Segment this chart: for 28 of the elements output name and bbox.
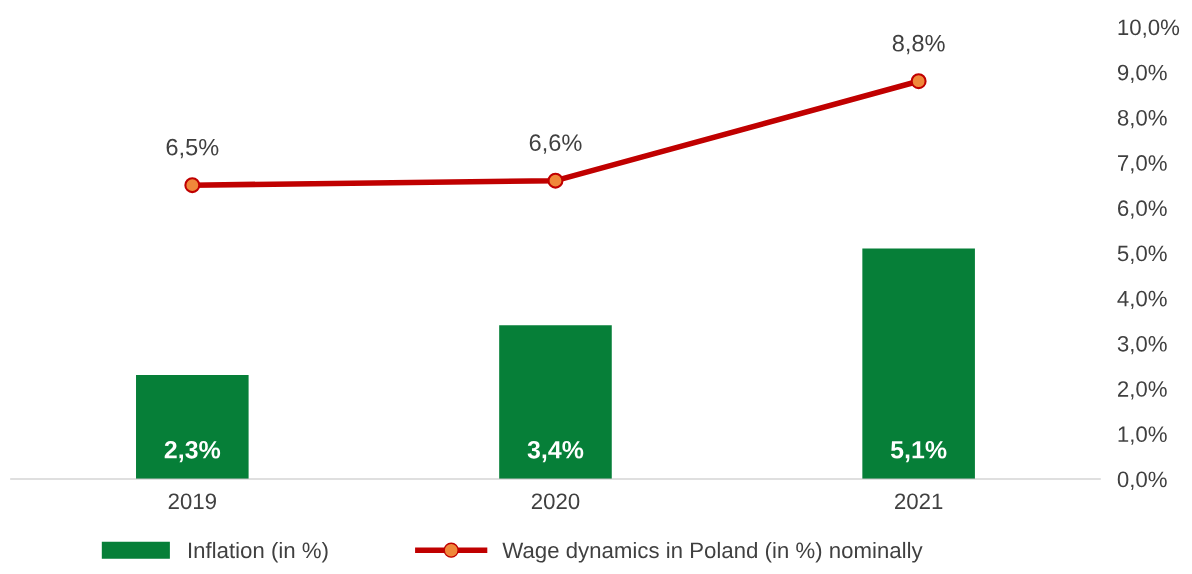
point [910, 73, 927, 90]
y-tick-label: 0,0% [1117, 471, 1167, 490]
y-tick-label: 7,0% [1118, 155, 1167, 174]
x-tick-label: 2020 [531, 493, 580, 510]
data-label: 6,5% [166, 138, 219, 159]
bar [136, 375, 249, 479]
x-tick-label: 2019 [168, 493, 216, 510]
legend-label: Inflation (in %) [189, 541, 328, 563]
bar [499, 325, 612, 479]
data-label: 8,8% [892, 34, 945, 55]
y-tick-label: 3,0% [1117, 335, 1167, 355]
data-label: 5,1% [890, 440, 947, 463]
y-tick-label: 4,0% [1117, 290, 1167, 310]
y-tick-label: 9,0% [1117, 64, 1167, 84]
point [184, 177, 201, 194]
data-label: 2,3% [164, 440, 221, 463]
data-label: 6,6% [529, 134, 582, 154]
y-tick-label: 8,0% [1117, 109, 1167, 129]
bar [862, 248, 975, 479]
x-tick-label: 2021 [895, 493, 943, 510]
y-tick-label: 6,0% [1118, 200, 1167, 219]
point [547, 172, 564, 189]
data-label: 3,4% [527, 440, 584, 463]
y-tick-label: 5,0% [1117, 245, 1167, 264]
y-tick-label: 1,0% [1118, 426, 1167, 445]
y-tick-label: 10,0% [1118, 19, 1180, 38]
legend-label: Wage dynamics in Poland (in %) nominally [502, 541, 923, 563]
y-tick-label: 2,0% [1118, 381, 1167, 400]
